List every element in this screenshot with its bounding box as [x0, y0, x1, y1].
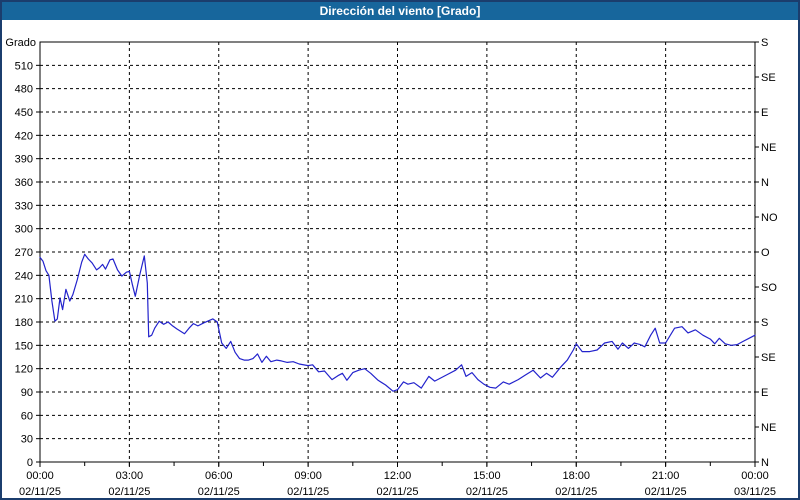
tick-label: 02/11/25 — [466, 486, 508, 498]
tick-label: 420 — [15, 130, 33, 142]
tick-label: SE — [761, 72, 776, 84]
tick-label: 30 — [21, 434, 33, 446]
tick-label: 210 — [15, 294, 33, 306]
tick-label: 12:00 — [384, 470, 412, 482]
tick-label: 00:00 — [741, 470, 769, 482]
tick-label: 0 — [27, 457, 33, 469]
tick-label: 00:00 — [26, 470, 54, 482]
tick-label: NO — [761, 212, 778, 224]
tick-label: E — [761, 387, 768, 399]
tick-label: 90 — [21, 387, 33, 399]
bottom-axis — [39, 462, 756, 467]
tick-label: 02/11/25 — [555, 486, 597, 498]
tick-label: O — [761, 247, 770, 259]
tick-label: 360 — [15, 177, 33, 189]
left-axis — [36, 64, 40, 463]
tick-label: 18:00 — [562, 470, 590, 482]
tick-label: 02/11/25 — [19, 486, 61, 498]
tick-label: 480 — [15, 84, 33, 96]
tick-label: S — [761, 317, 768, 329]
tick-label: 60 — [21, 410, 33, 422]
tick-label: 09:00 — [294, 470, 322, 482]
tick-label: 02/11/25 — [198, 486, 240, 498]
tick-label: N — [761, 457, 769, 469]
wind-direction-chart: 0 30 60 90 120 150 180 210 240 270 300 330 360 390 420… — [5, 37, 778, 498]
tick-label: 03/11/25 — [734, 486, 776, 498]
tick-label: S — [761, 37, 768, 49]
tick-label: 03:00 — [116, 470, 144, 482]
chart-title: Dirección del viento [Grado] — [319, 4, 481, 18]
tick-label: 15:00 — [473, 470, 501, 482]
tick-label: N — [761, 177, 769, 189]
tick-label: Grado — [5, 37, 36, 49]
tick-label: 02/11/25 — [108, 486, 150, 498]
tick-label: 02/11/25 — [376, 486, 418, 498]
tick-label: 450 — [15, 107, 33, 119]
tick-label: SO — [761, 282, 777, 294]
tick-label: 120 — [15, 364, 33, 376]
tick-label: 330 — [15, 200, 33, 212]
tick-label: 02/11/25 — [287, 486, 329, 498]
tick-label: 240 — [15, 270, 33, 282]
tick-label: NE — [761, 142, 776, 154]
title-bar: Dirección del viento [Grado] — [2, 2, 798, 20]
tick-label: 510 — [15, 60, 33, 72]
right-axis — [755, 41, 759, 463]
gridlines — [40, 42, 755, 462]
tick-label: E — [761, 107, 768, 119]
chart-area: 0 30 60 90 120 150 180 210 240 270 300 330 360 390 420… — [2, 20, 798, 498]
tick-label: 150 — [15, 340, 33, 352]
tick-label: 180 — [15, 317, 33, 329]
tick-label: 270 — [15, 247, 33, 259]
tick-label: 06:00 — [205, 470, 233, 482]
tick-label: 300 — [15, 224, 33, 236]
tick-label: 390 — [15, 154, 33, 166]
wind-direction-series-line — [39, 253, 756, 392]
tick-label: 02/11/25 — [645, 486, 687, 498]
tick-label: 21:00 — [652, 470, 680, 482]
tick-label: SE — [761, 352, 776, 364]
tick-label: NE — [761, 422, 776, 434]
